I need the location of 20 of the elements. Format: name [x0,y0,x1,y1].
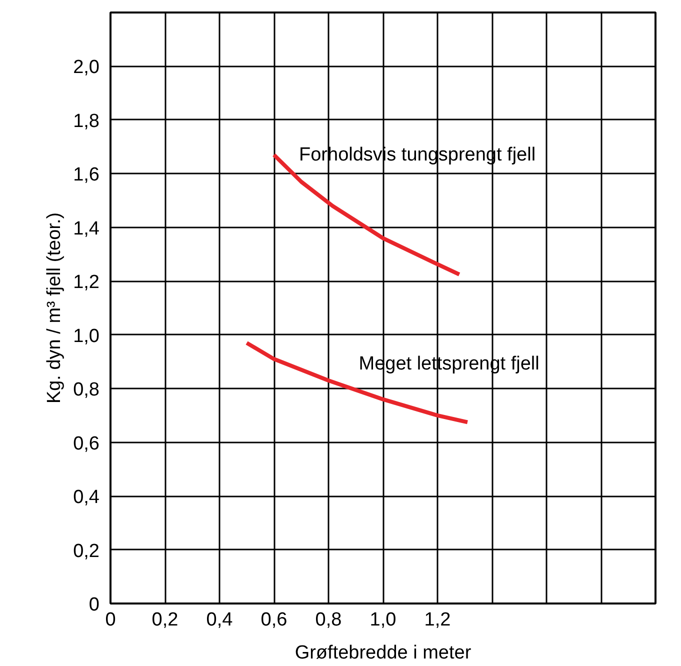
x-tick-label: 0,6 [260,610,288,630]
y-tick-label: 0,2 [73,540,100,562]
y-tick-label: 0,4 [73,487,100,508]
y-tick-label: 0,6 [73,433,100,454]
y-tick-label: 1,8 [73,110,100,132]
x-tick-label: 0,4 [206,610,234,630]
x-tick-label: 0,8 [315,610,342,630]
y-tick-label: 0 [88,594,100,616]
y-tick-label: 0,8 [73,380,100,401]
y-tick-label: 1,6 [73,164,100,186]
y-tick-label: 1,2 [73,272,100,294]
x-tick-label: 0,2 [152,610,178,630]
y-tick-label: 1,0 [73,326,100,347]
x-axis-title: Grøftebredde i meter [294,642,472,664]
y-tick-label: 2,0 [73,57,100,78]
y-tick-label: 1,4 [73,218,100,240]
x-tick-label: 1,0 [370,610,396,630]
x-tick-label: 1,2 [424,610,451,630]
x-tick-label: 0 [105,610,116,630]
y-axis-title: Kg. dyn / m³ fjell (teor.) [44,212,66,404]
